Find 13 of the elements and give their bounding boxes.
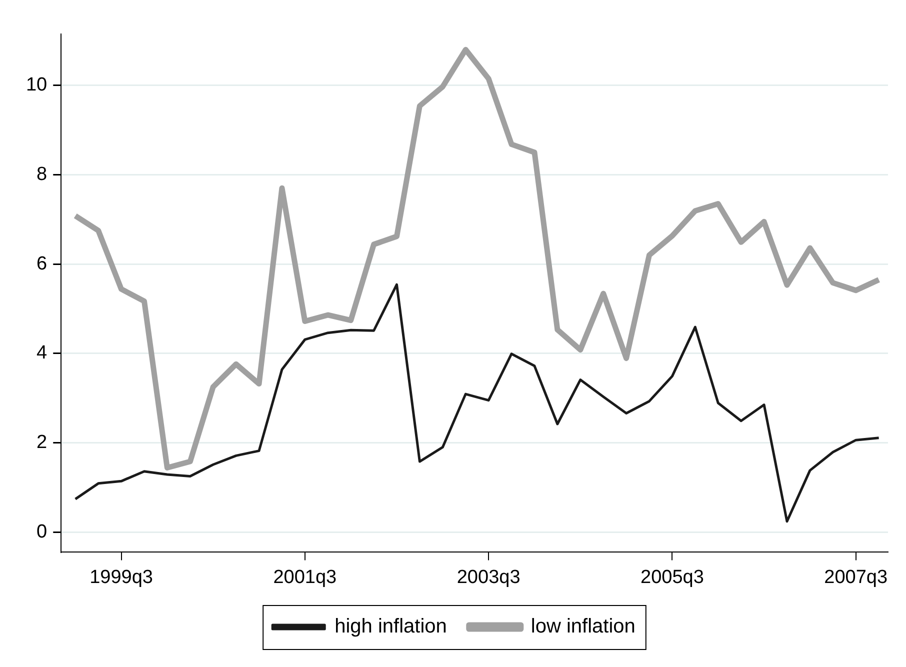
y-tick-label: 2 <box>36 432 48 453</box>
y-tick-label: 0 <box>36 521 48 542</box>
legend-label: high inflation <box>334 616 447 638</box>
x-tick-label: 2005q3 <box>640 566 704 588</box>
y-tick-label: 10 <box>26 74 48 96</box>
x-tick-label: 2001q3 <box>273 566 337 588</box>
x-tick-label: 1999q3 <box>90 566 153 588</box>
y-tick-label: 8 <box>36 164 48 185</box>
x-tick-label: 2003q3 <box>456 566 520 588</box>
x-tick-label: 2007q3 <box>824 566 888 588</box>
y-tick-label: 6 <box>36 253 48 274</box>
legend-label: low inflation <box>530 616 636 638</box>
y-tick-label: 4 <box>36 342 48 364</box>
